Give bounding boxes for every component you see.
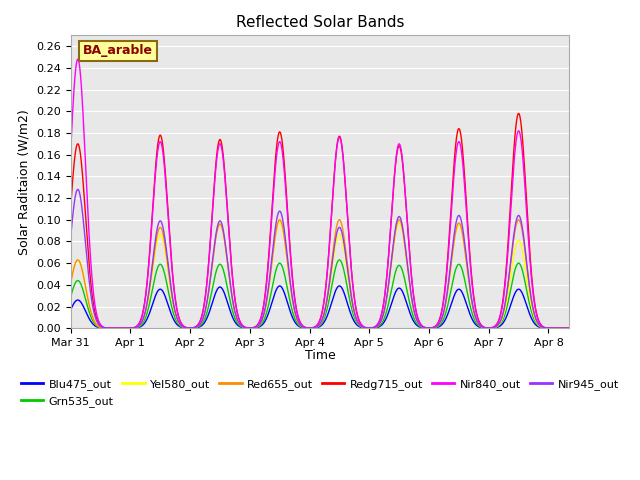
Y-axis label: Solar Raditaion (W/m2): Solar Raditaion (W/m2) [17, 109, 31, 255]
Legend: Blu475_out, Grn535_out, Yel580_out, Red655_out, Redg715_out, Nir840_out, Nir945_: Blu475_out, Grn535_out, Yel580_out, Red6… [17, 375, 623, 411]
Text: BA_arable: BA_arable [83, 44, 153, 58]
X-axis label: Time: Time [305, 349, 335, 362]
Title: Reflected Solar Bands: Reflected Solar Bands [236, 15, 404, 30]
